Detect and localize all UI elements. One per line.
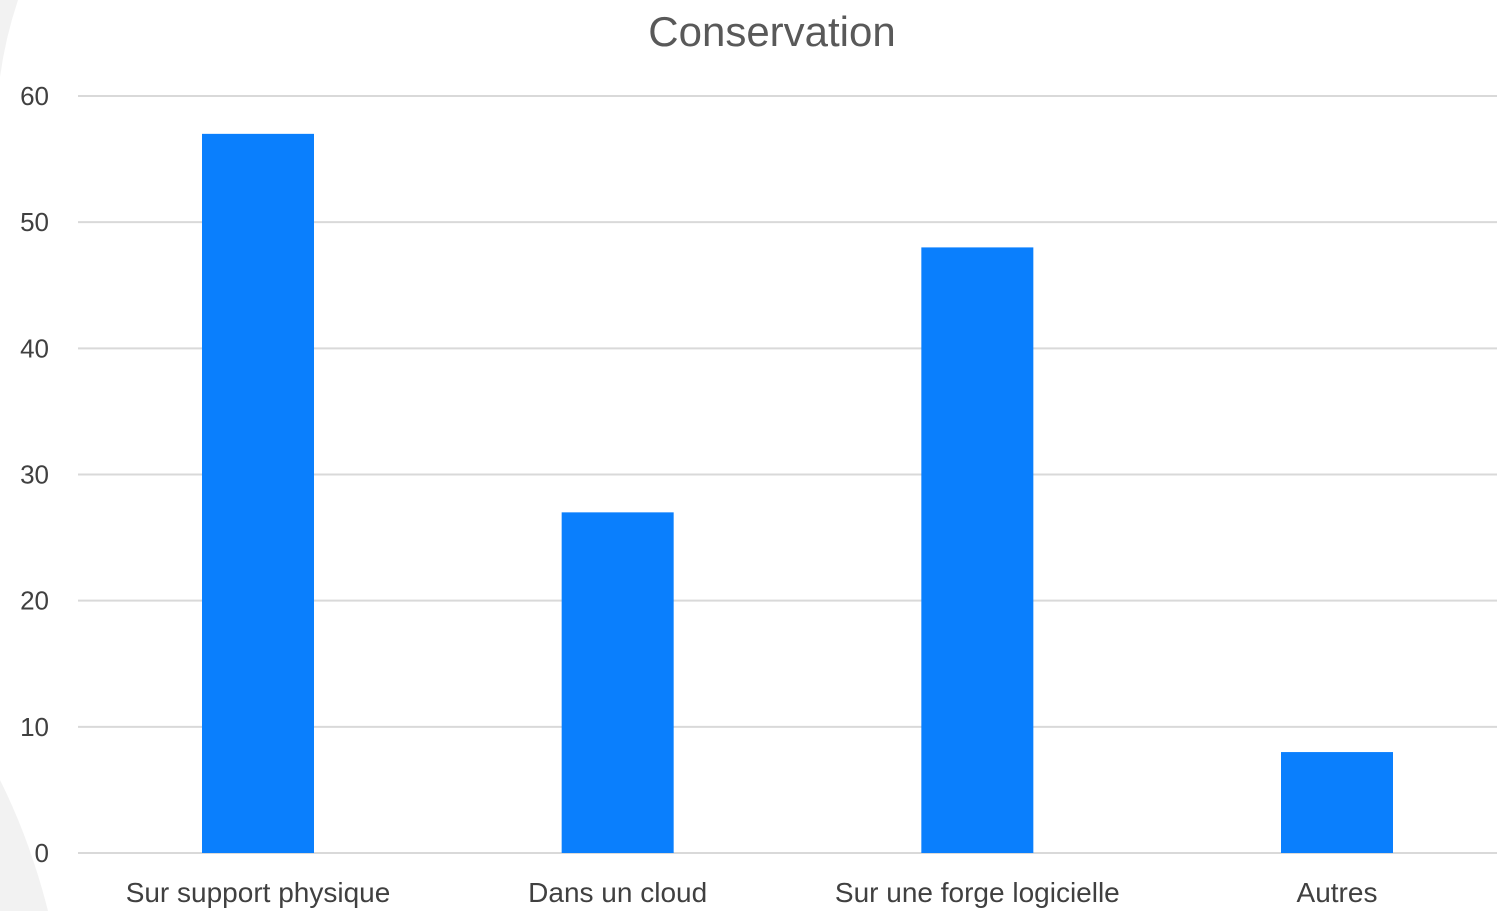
x-category-label: Dans un cloud bbox=[528, 877, 707, 908]
y-axis-ticks: 0 10 20 30 40 50 60 bbox=[20, 81, 49, 868]
bar bbox=[1281, 752, 1393, 853]
bar bbox=[921, 247, 1034, 853]
x-axis-labels: Sur support physique Dans un cloud Sur une… bbox=[126, 877, 1378, 908]
decorative-shape-bottom bbox=[0, 780, 48, 911]
y-tick-label: 20 bbox=[20, 586, 49, 616]
decorative-shape-top bbox=[0, 0, 18, 180]
bar bbox=[202, 133, 314, 854]
bar bbox=[561, 512, 674, 853]
bars bbox=[202, 133, 1393, 854]
y-tick-label: 10 bbox=[20, 712, 49, 742]
chart-title: Conservation bbox=[648, 8, 895, 55]
y-tick-label: 60 bbox=[20, 81, 49, 111]
y-tick-label: 30 bbox=[20, 460, 49, 490]
y-tick-label: 50 bbox=[20, 207, 49, 237]
gridlines bbox=[78, 95, 1497, 854]
x-category-label: Sur une forge logicielle bbox=[835, 877, 1120, 908]
x-category-label: Autres bbox=[1297, 877, 1378, 908]
x-category-label: Sur support physique bbox=[126, 877, 391, 908]
y-tick-label: 40 bbox=[20, 333, 49, 363]
y-tick-label: 0 bbox=[35, 838, 49, 868]
